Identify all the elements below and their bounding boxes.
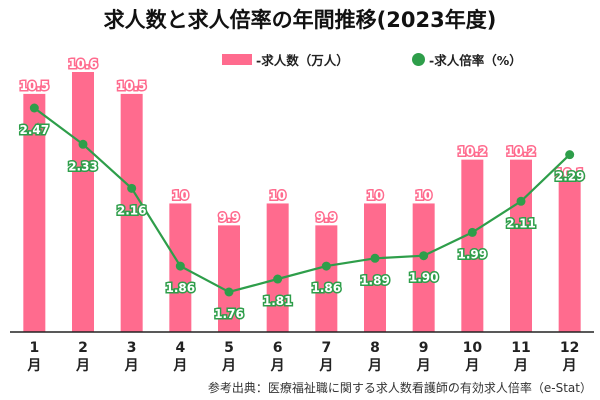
x-tick-label-number: 6 bbox=[273, 340, 283, 356]
x-tick-label-unit: 月 bbox=[75, 358, 90, 374]
ratio-point-3 bbox=[127, 183, 137, 193]
x-tick-label-unit: 月 bbox=[318, 358, 333, 374]
ratio-value-label: 2.33 bbox=[68, 159, 98, 173]
ratio-point-8 bbox=[370, 253, 380, 263]
x-tick-label-number: 11 bbox=[511, 340, 530, 356]
ratio-point-2 bbox=[78, 139, 88, 149]
x-tick-label-unit: 月 bbox=[562, 358, 577, 374]
x-tick-label-number: 7 bbox=[321, 340, 331, 356]
bar-10 bbox=[461, 159, 484, 332]
bar-value-label: 10 bbox=[269, 188, 286, 202]
x-tick-label-number: 9 bbox=[419, 340, 429, 356]
x-tick-label-number: 10 bbox=[463, 340, 483, 356]
x-tick-label-unit: 月 bbox=[172, 358, 187, 374]
bar-3 bbox=[120, 93, 143, 332]
bar-9 bbox=[412, 203, 435, 332]
ratio-value-label: 2.16 bbox=[117, 203, 147, 217]
ratio-point-10 bbox=[467, 227, 477, 237]
bar-value-label: 9.9 bbox=[316, 210, 337, 224]
bar-value-label: 10.2 bbox=[458, 145, 488, 159]
ratio-point-7 bbox=[321, 261, 331, 271]
bar-2 bbox=[72, 72, 94, 332]
bar-value-label: 10.2 bbox=[506, 145, 536, 159]
x-tick-label-number: 8 bbox=[370, 340, 380, 356]
x-tick-label-number: 5 bbox=[224, 340, 234, 356]
bar-value-label: 10 bbox=[367, 188, 384, 202]
legend-label-jobs: -求人数（万人） bbox=[256, 52, 349, 68]
source-note: 参考出典：医療福祉職に関する求人数看護師の有効求人倍率（e-Stat） bbox=[207, 381, 592, 395]
ratio-value-label: 1.86 bbox=[166, 281, 196, 295]
chart-title: 求人数と求人倍率の年間推移(2023年度) bbox=[103, 8, 497, 32]
bar-1 bbox=[23, 93, 46, 332]
ratio-point-5 bbox=[224, 287, 234, 297]
bar-5 bbox=[218, 225, 240, 332]
bar-value-label: 9.9 bbox=[218, 210, 239, 224]
bar-11 bbox=[510, 159, 532, 332]
bar-value-label: 10.5 bbox=[20, 79, 50, 93]
x-tick-label-number: 4 bbox=[175, 340, 185, 356]
x-tick-label-unit: 月 bbox=[124, 358, 139, 374]
ratio-value-label: 2.47 bbox=[20, 123, 50, 137]
bar-value-label: 10 bbox=[415, 188, 432, 202]
x-tick-label-number: 3 bbox=[127, 340, 137, 356]
ratio-value-label: 1.89 bbox=[360, 273, 390, 287]
bar-8 bbox=[364, 203, 386, 332]
x-tick-label-unit: 月 bbox=[221, 358, 236, 374]
ratio-point-1 bbox=[29, 103, 39, 113]
ratio-point-9 bbox=[419, 251, 429, 261]
ratio-point-11 bbox=[516, 196, 526, 206]
legend-item-ratio: -求人倍率（%） bbox=[412, 48, 522, 70]
bar-6 bbox=[266, 203, 289, 332]
x-tick-label-number: 12 bbox=[560, 340, 579, 356]
legend-swatch-ratio bbox=[412, 52, 425, 66]
ratio-value-label: 1.76 bbox=[214, 307, 244, 321]
x-tick-label-number: 2 bbox=[78, 340, 88, 356]
legend-item-jobs: -求人数（万人） bbox=[222, 48, 349, 70]
bar-value-label: 10.1 bbox=[555, 167, 585, 181]
ratio-line bbox=[33, 107, 571, 294]
legend-swatch-jobs bbox=[222, 53, 252, 65]
ratio-value-label: 1.90 bbox=[409, 271, 439, 285]
legend-label-ratio: -求人倍率（%） bbox=[429, 52, 522, 68]
ratio-point-6 bbox=[273, 274, 283, 284]
ratio-value-label: 2.11 bbox=[506, 216, 536, 230]
bar-value-label: 10.6 bbox=[68, 57, 98, 71]
bar-value-label: 10 bbox=[172, 188, 189, 202]
bar-value-label: 10.5 bbox=[117, 79, 147, 93]
x-tick-label-unit: 月 bbox=[26, 358, 41, 374]
x-tick-label-unit: 月 bbox=[513, 358, 528, 374]
ratio-value-label: 1.86 bbox=[312, 281, 342, 295]
x-tick-label-unit: 月 bbox=[416, 358, 431, 374]
ratio-value-label: 1.99 bbox=[458, 247, 488, 261]
bar-7 bbox=[315, 225, 338, 332]
x-tick-label-number: 1 bbox=[29, 340, 39, 356]
ratio-point-4 bbox=[175, 261, 185, 271]
x-tick-label-unit: 月 bbox=[464, 358, 479, 374]
x-tick-label-unit: 月 bbox=[367, 358, 382, 374]
ratio-value-label: 2.29 bbox=[555, 170, 585, 184]
ratio-point-12 bbox=[565, 150, 575, 160]
ratio-value-label: 1.81 bbox=[263, 294, 293, 308]
bar-12 bbox=[558, 181, 581, 332]
x-tick-label-unit: 月 bbox=[270, 358, 285, 374]
